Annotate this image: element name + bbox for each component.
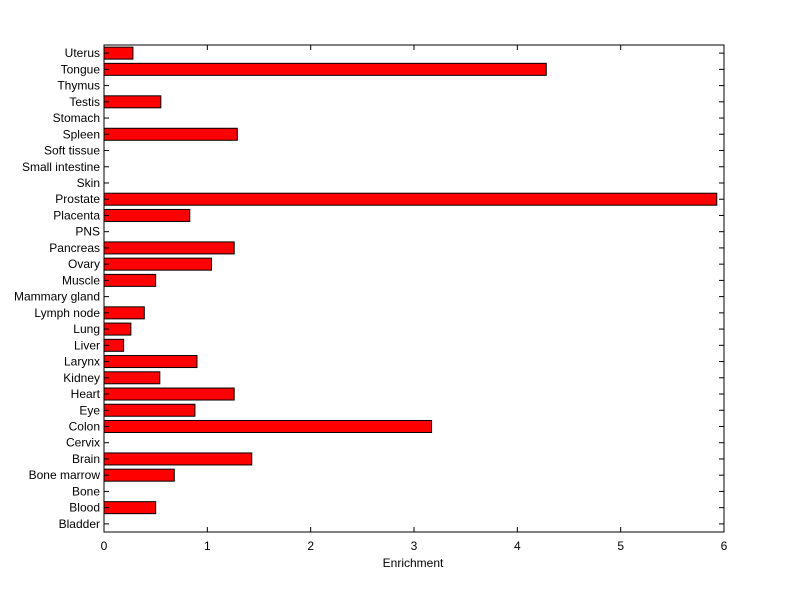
- y-tick-label: Liver: [74, 338, 100, 352]
- bar: [103, 355, 198, 369]
- y-tick-label: Heart: [71, 387, 101, 401]
- x-axis-label: Enrichment: [383, 556, 444, 570]
- x-tick-label: 1: [204, 539, 211, 553]
- bar: [103, 306, 145, 320]
- bar: [103, 452, 253, 466]
- y-tick-label: Lung: [73, 322, 100, 336]
- y-tick-label: Skin: [77, 176, 100, 190]
- y-tick-label: Spleen: [63, 127, 100, 141]
- x-tick-label: 5: [617, 539, 624, 553]
- y-tick-label: Bladder: [59, 517, 100, 531]
- bars-layer: [103, 46, 718, 515]
- bar: [103, 273, 157, 287]
- y-tick-label: Pancreas: [49, 241, 100, 255]
- x-axis-ticks: 0 1 2 3 4 5 6: [101, 45, 728, 553]
- bar: [103, 241, 235, 255]
- y-tick-label: Eye: [79, 403, 100, 417]
- y-tick-label: Colon: [69, 419, 100, 433]
- bar: [103, 468, 175, 482]
- y-tick-label: Lymph node: [34, 306, 100, 320]
- y-tick-label: Mammary gland: [14, 290, 100, 304]
- y-tick-label: Tongue: [61, 62, 101, 76]
- y-tick-label: Bone: [72, 484, 100, 498]
- y-tick-label: Blood: [69, 501, 100, 515]
- x-tick-label: 0: [101, 539, 108, 553]
- bar: [103, 419, 433, 433]
- bar: [103, 387, 235, 401]
- y-tick-label: Thymus: [57, 79, 100, 93]
- x-tick-label: 3: [411, 539, 418, 553]
- bar: [103, 403, 196, 417]
- bar: [103, 371, 161, 385]
- x-tick-label: 4: [514, 539, 521, 553]
- y-tick-label: Kidney: [63, 371, 100, 385]
- plot-area-frame: [103, 44, 725, 533]
- y-tick-label: PNS: [75, 225, 100, 239]
- bar: [103, 501, 157, 515]
- y-tick-label: Cervix: [66, 436, 100, 450]
- y-axis-ticks: Bladder Blood Bone Bone marrow Brain Cervix Co…: [14, 46, 724, 531]
- x-tick-label: 2: [307, 539, 314, 553]
- y-tick-label: Soft tissue: [44, 144, 100, 158]
- y-tick-label: Ovary: [68, 257, 100, 271]
- y-tick-label: Small intestine: [22, 160, 100, 174]
- y-tick-label: Prostate: [55, 192, 100, 206]
- bar: [103, 127, 238, 141]
- bar: [103, 62, 547, 76]
- y-tick-label: Larynx: [64, 355, 100, 369]
- bar: [103, 208, 191, 222]
- y-tick-label: Uterus: [65, 46, 100, 60]
- bar: [103, 192, 718, 206]
- bar: [103, 257, 212, 271]
- bar: [103, 95, 162, 109]
- y-tick-label: Bone marrow: [29, 468, 101, 482]
- y-tick-label: Brain: [72, 452, 100, 466]
- y-tick-label: Stomach: [53, 111, 100, 125]
- x-tick-label: 6: [721, 539, 728, 553]
- y-tick-label: Testis: [69, 95, 100, 109]
- y-tick-label: Placenta: [53, 208, 100, 222]
- y-tick-label: Muscle: [62, 273, 100, 287]
